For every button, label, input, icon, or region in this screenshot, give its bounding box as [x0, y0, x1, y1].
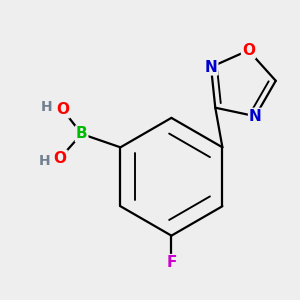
Text: H: H [38, 154, 50, 168]
Text: F: F [166, 255, 177, 270]
Text: O: O [242, 43, 255, 58]
Text: B: B [76, 126, 87, 141]
Text: N: N [249, 109, 262, 124]
Text: O: O [54, 151, 67, 166]
Text: O: O [56, 102, 69, 117]
Text: H: H [41, 100, 52, 114]
Text: N: N [205, 59, 218, 74]
